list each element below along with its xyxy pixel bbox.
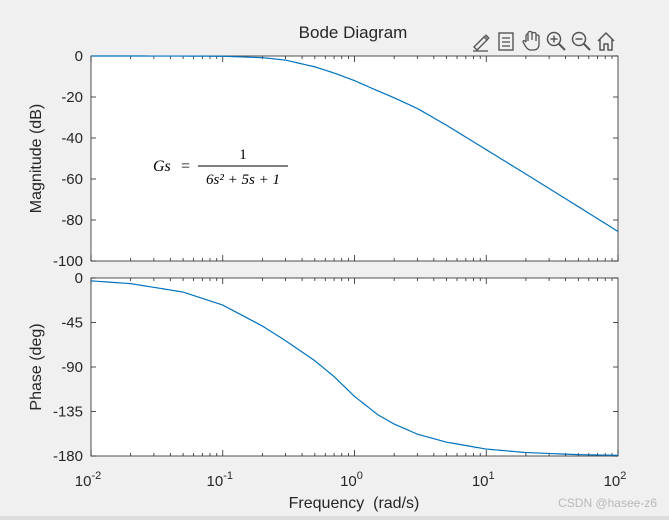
phase-ytick-label: 0 [75,270,83,287]
phase-ytick-label: -90 [61,359,83,376]
transfer-function-annotation: Gs = 1 6s² + 5s + 1 [153,147,288,188]
x-tick-labels: 10-2 10-1 100 101 102 [75,470,627,490]
pan-hand-icon[interactable] [520,29,542,53]
phase-ytick-label: -135 [53,404,83,421]
bottom-scroll-strip [0,516,669,520]
magnitude-ylabel: Magnitude (dB) [28,104,45,213]
x-axis-label: Frequency (rad/s) [289,495,420,512]
phase-panel[interactable]: 0 -45 -90 -135 -180 Phase (deg) [28,270,619,465]
brush-edit-icon[interactable] [470,29,492,53]
tf-denominator: 6s² + 5s + 1 [206,172,280,188]
phase-ylabel: Phase (deg) [28,323,45,410]
chart-title: Bode Diagram [299,23,408,42]
magnitude-ytick-label: -80 [61,212,83,229]
zoom-in-icon[interactable] [545,29,567,53]
figure-toolbar [470,29,618,53]
tf-lhs: Gs [153,158,171,175]
zoom-out-icon[interactable] [570,29,592,53]
magnitude-panel[interactable]: 0 -20 -40 -60 -80 -100 Magnitude (dB) Gs = 1 … [28,48,619,270]
magnitude-ytick-label: -20 [61,89,83,106]
phase-ticks: 0 -45 -90 -135 -180 [53,270,619,465]
phase-ytick-label: -45 [61,315,83,332]
x-tick-label: 102 [604,470,627,490]
watermark: CSDN @hasee-z6 [558,496,657,510]
tf-numerator: 1 [239,147,247,163]
x-tick-label: 100 [340,470,363,490]
phase-series-line [90,280,619,456]
magnitude-series-line [91,55,619,232]
tf-equals: = [181,158,190,175]
phase-plot-area[interactable] [90,277,619,457]
magnitude-ticks: 0 -20 -40 -60 -80 -100 [53,48,619,270]
magnitude-ytick-label: 0 [75,48,83,65]
home-icon[interactable] [595,29,617,53]
phase-ytick-label: -180 [53,448,83,465]
magnitude-ytick-label: -100 [53,253,83,270]
magnitude-ytick-label: -40 [61,130,83,147]
x-tick-label: 10-2 [75,470,101,490]
x-tick-label: 10-1 [207,470,233,490]
magnitude-plot-area[interactable] [90,55,619,262]
x-tick-label: 101 [472,470,495,490]
legend-icon[interactable] [495,29,517,53]
magnitude-ytick-label: -60 [61,171,83,188]
